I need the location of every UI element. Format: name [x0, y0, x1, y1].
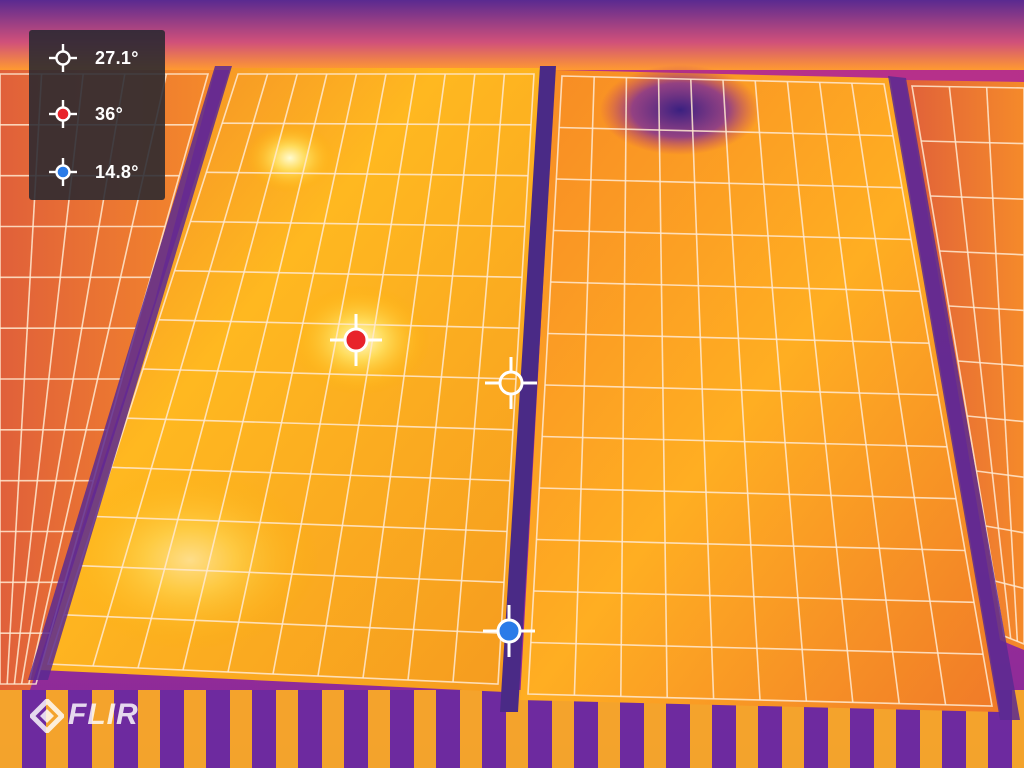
legend-row-center: 27.1°: [29, 38, 165, 78]
max-spot-marker: [330, 314, 382, 366]
solar-panel-far-left: [0, 70, 215, 690]
warm-region: [60, 470, 320, 650]
panel-frame-rail-right: [888, 76, 1020, 720]
crosshair-icon: [49, 44, 77, 72]
panel-frame-rail: [500, 66, 556, 712]
cold-region: [600, 65, 760, 155]
hotspot-top: [245, 123, 335, 193]
min-spot-marker: [483, 605, 535, 657]
brand-name: FLIR: [68, 698, 139, 731]
center-spot-marker: [485, 357, 537, 409]
legend-row-min: 14.8°: [29, 152, 165, 192]
min-temperature: 14.8°: [95, 162, 139, 182]
panel-cell-grid: [0, 73, 1024, 707]
top-edge-band: [0, 0, 1024, 70]
measurement-legend: 27.1° 36° 14.8°: [29, 30, 165, 200]
crosshair-icon: [49, 100, 77, 128]
legend-row-max: 36°: [29, 94, 165, 134]
flir-logo: FLIR: [30, 696, 160, 736]
flir-logo-icon: [30, 699, 64, 733]
panel-frame-rail-left: [28, 66, 232, 680]
center-temperature: 27.1°: [95, 48, 139, 68]
max-temperature: 36°: [95, 104, 124, 124]
crosshair-icon: [49, 158, 77, 186]
